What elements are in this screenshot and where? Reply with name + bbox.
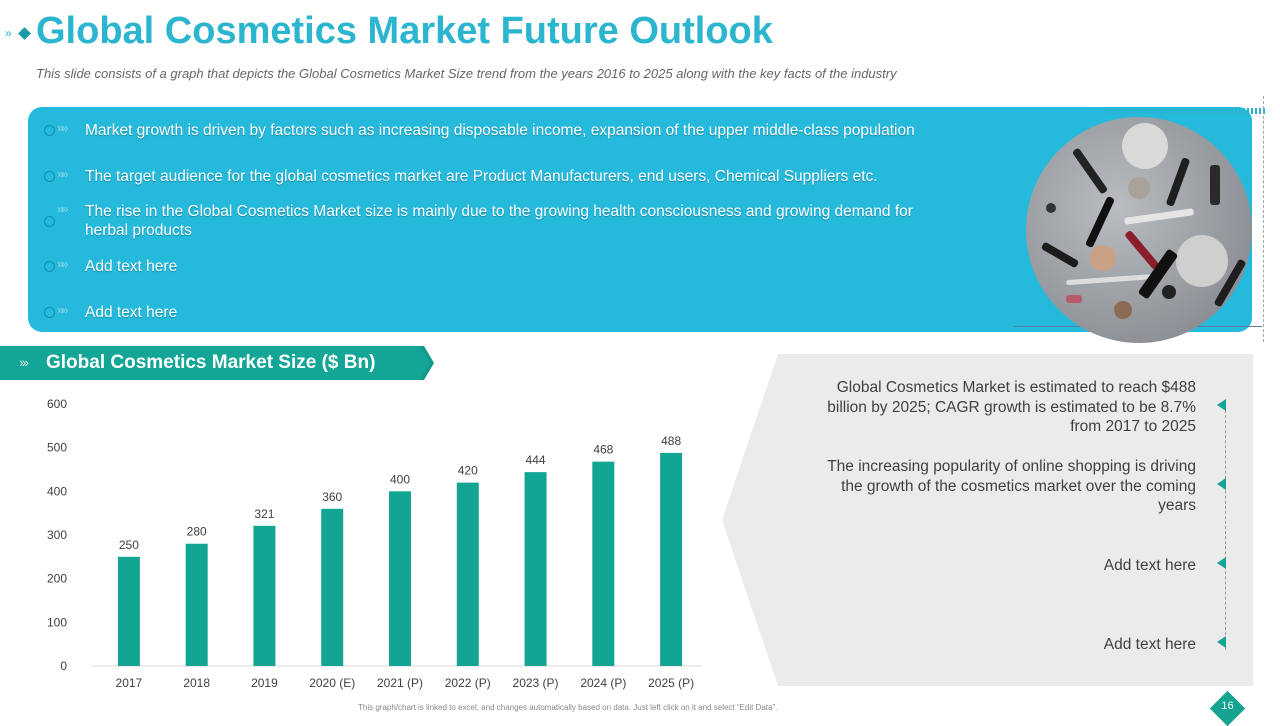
- bullet-text: Market growth is driven by factors such …: [85, 122, 915, 139]
- lipstick-shape: [1165, 157, 1191, 207]
- x-tick-label: 2021 (P): [377, 676, 423, 690]
- decorative-line: [1014, 326, 1118, 327]
- bar-value-label: 468: [593, 443, 613, 457]
- section-chevron-icon: ›››: [19, 354, 29, 370]
- y-tick-label: 200: [47, 572, 67, 586]
- bullet-text[interactable]: Add text here: [85, 258, 178, 275]
- cosmetics-photo: [1026, 117, 1252, 343]
- bullet-circle-icon: [44, 307, 55, 318]
- page-title: Global Cosmetics Market Future Outlook: [36, 10, 773, 52]
- note-text: Global Cosmetics Market is estimated to …: [827, 379, 1196, 435]
- powder-shape: [1114, 301, 1132, 319]
- bar[interactable]: [321, 508, 344, 666]
- brush-shape: [1071, 147, 1109, 195]
- page-subtitle: This slide consists of a graph that depi…: [36, 66, 897, 81]
- y-tick-label: 0: [60, 659, 67, 673]
- decorative-stripe: [1103, 108, 1267, 114]
- compact-shape: [1176, 235, 1228, 287]
- bullet-circle-icon: [44, 261, 55, 272]
- powder-shape: [1128, 177, 1150, 199]
- y-tick-label: 300: [47, 528, 67, 542]
- red-lipstick-shape: [1124, 229, 1160, 271]
- x-tick-label: 2025 (P): [648, 676, 694, 690]
- notes-panel: [722, 354, 1253, 686]
- title-chevron-icon: »: [5, 26, 12, 40]
- bullet-chevron-icon: »»: [57, 257, 68, 271]
- lipstick-shape: [1066, 295, 1082, 303]
- triangle-left-icon: [1217, 478, 1226, 490]
- x-tick-label: 2017: [116, 676, 143, 690]
- bullet-text[interactable]: Add text here: [85, 304, 178, 321]
- note-text[interactable]: Add text here: [1103, 557, 1196, 574]
- y-tick-label: 600: [47, 397, 67, 411]
- bar[interactable]: [660, 452, 683, 666]
- bar[interactable]: [185, 543, 208, 666]
- compact-shape: [1122, 123, 1168, 169]
- chart-section-title: Global Cosmetics Market Size ($ Bn): [46, 352, 376, 373]
- bullet-chevron-icon: »»: [57, 202, 68, 216]
- x-tick-label: 2023 (P): [513, 676, 559, 690]
- decorative-dashed-line: [1263, 96, 1265, 342]
- cap-shape: [1046, 203, 1056, 213]
- bar[interactable]: [117, 556, 140, 666]
- bar-value-label: 321: [254, 507, 274, 521]
- bar-value-label: 444: [526, 453, 546, 467]
- bar-value-label: 400: [390, 472, 410, 486]
- page-number: 16: [1221, 700, 1234, 712]
- notes-dashed-line: [1225, 400, 1227, 650]
- note-text[interactable]: Add text here: [1103, 636, 1196, 653]
- bar-value-label: 280: [187, 525, 207, 539]
- section-header-arrow-shape: [0, 346, 434, 380]
- bar[interactable]: [592, 461, 615, 666]
- bar[interactable]: [389, 491, 411, 666]
- chart-section-header: [0, 346, 434, 380]
- bar-value-label: 250: [119, 538, 139, 552]
- x-tick-label: 2018: [183, 676, 210, 690]
- triangle-left-icon: [1217, 399, 1226, 411]
- triangle-left-icon: [1217, 557, 1226, 569]
- bullet-text: The rise in the Global Cosmetics Market …: [85, 203, 913, 239]
- bullet-text: The target audience for the global cosme…: [85, 168, 878, 185]
- x-axis: 2017 2018 2019 2020 (E) 2021 (P) 2022 (P) 2023…: [116, 676, 695, 690]
- bronzer-shape: [1090, 245, 1116, 271]
- bullet-circle-icon: [44, 171, 55, 182]
- bar-value-label: 360: [322, 490, 342, 504]
- market-size-bar-chart[interactable]: 0 100 200 300 400 500 600 250 280 321 360 400 420 44…: [30, 392, 720, 702]
- bullet-chevron-icon: »»: [57, 303, 68, 317]
- bar-value-label: 420: [458, 464, 478, 478]
- bars: 250 280 321 360 400 420 444 468 488: [117, 434, 683, 666]
- x-tick-label: 2020 (E): [309, 676, 355, 690]
- y-tick-label: 400: [47, 484, 67, 498]
- y-axis: 0 100 200 300 400 500 600: [47, 397, 67, 673]
- title-diamond-icon: [18, 27, 31, 40]
- cap-shape: [1162, 285, 1176, 299]
- x-tick-label: 2024 (P): [580, 676, 626, 690]
- bullet-chevron-icon: »»: [57, 167, 68, 181]
- bullet-circle-icon: [44, 216, 55, 227]
- bar[interactable]: [253, 525, 276, 666]
- x-tick-label: 2022 (P): [445, 676, 491, 690]
- mascara-shape: [1084, 195, 1116, 249]
- lipstick-shape: [1210, 165, 1220, 205]
- y-tick-label: 500: [47, 441, 67, 455]
- eyeliner-shape: [1040, 241, 1080, 269]
- footer-note: This graph/chart is linked to excel, and…: [358, 703, 778, 712]
- note-text: The increasing popularity of online shop…: [827, 458, 1196, 514]
- triangle-left-icon: [1217, 636, 1226, 648]
- bar-value-label: 488: [661, 434, 681, 448]
- bullet-circle-icon: [44, 125, 55, 136]
- bar[interactable]: [456, 482, 479, 666]
- x-tick-label: 2019: [251, 676, 278, 690]
- pencil-shape: [1123, 208, 1195, 225]
- bullet-chevron-icon: »»: [57, 121, 68, 135]
- bar[interactable]: [524, 472, 547, 666]
- y-tick-label: 100: [47, 615, 67, 629]
